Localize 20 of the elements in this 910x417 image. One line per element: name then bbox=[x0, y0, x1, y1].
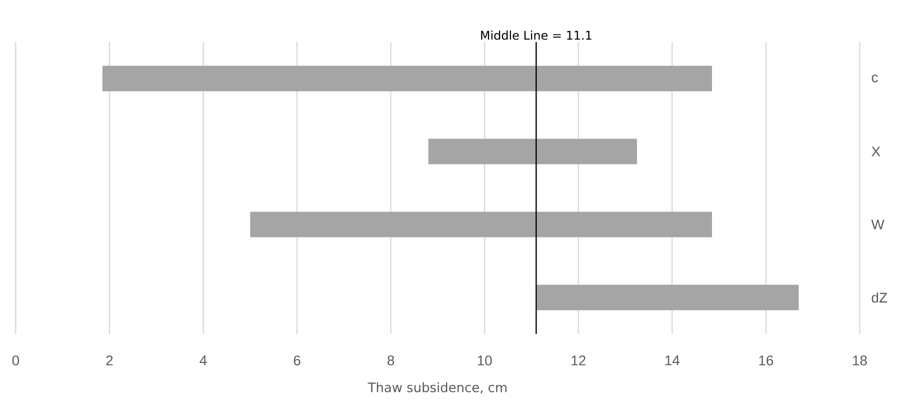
x-axis-title: Thaw subsidence, cm bbox=[368, 382, 506, 394]
x-tick-label: 12 bbox=[572, 356, 586, 366]
x-tick-label: 14 bbox=[665, 356, 680, 366]
x-tick-label: 4 bbox=[200, 356, 207, 366]
x-tick-label: 8 bbox=[388, 356, 394, 366]
x-tick-label: 6 bbox=[294, 356, 300, 366]
y-tick-label: dZ bbox=[872, 292, 888, 303]
y-tick-label: W bbox=[871, 220, 884, 230]
x-tick-label: 10 bbox=[478, 356, 492, 366]
x-tick-label: 0 bbox=[12, 356, 20, 366]
x-tick-label: 16 bbox=[759, 356, 774, 366]
bar bbox=[102, 66, 712, 92]
bar bbox=[536, 284, 799, 310]
bar bbox=[428, 138, 637, 164]
x-tick-label: 2 bbox=[106, 356, 113, 366]
y-tick-label: X bbox=[872, 146, 880, 156]
y-tick-label: c bbox=[872, 74, 878, 82]
bar bbox=[250, 212, 712, 238]
ref-line-label: Middle Line = 11.1 bbox=[481, 30, 592, 40]
x-tick-label: 18 bbox=[853, 356, 867, 366]
